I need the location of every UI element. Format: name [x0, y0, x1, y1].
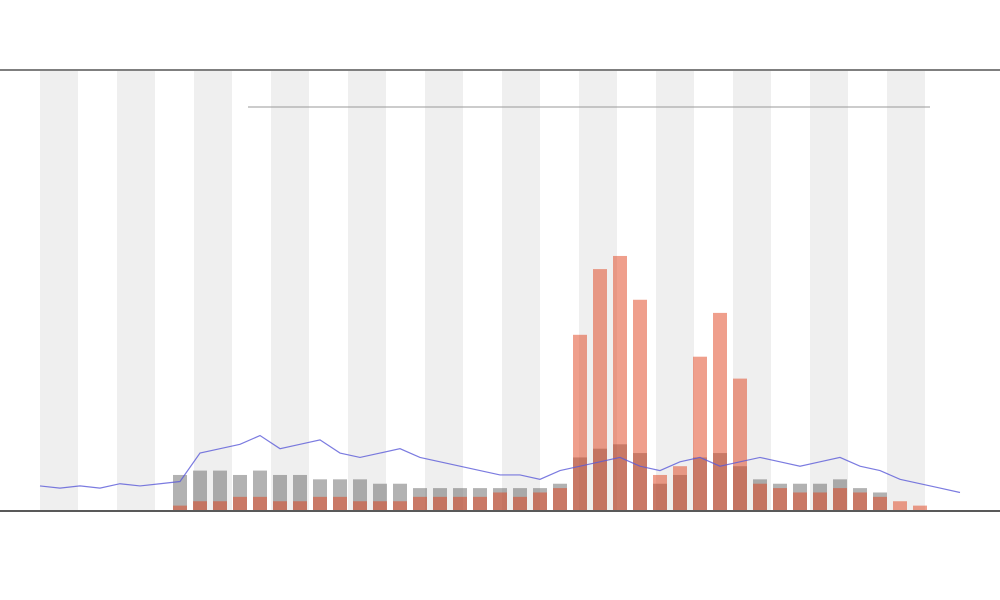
- red-spike: [753, 483, 767, 510]
- red-spike: [213, 501, 227, 510]
- red-spike: [533, 492, 547, 510]
- red-spike: [273, 501, 287, 510]
- red-spike: [193, 501, 207, 510]
- red-spike: [593, 269, 607, 510]
- band: [194, 71, 232, 510]
- red-spike: [373, 501, 387, 510]
- band: [502, 71, 540, 510]
- red-spike: [433, 496, 447, 510]
- gray-spike: [193, 470, 207, 510]
- red-spike: [333, 496, 347, 510]
- red-spike: [793, 492, 807, 510]
- red-spike: [633, 299, 647, 510]
- red-spike: [853, 492, 867, 510]
- blue-line: [39, 434, 961, 494]
- red-spike: [713, 312, 727, 510]
- red-spike: [293, 501, 307, 510]
- red-spike: [573, 334, 587, 510]
- red-spike: [553, 488, 567, 510]
- plot-area: [39, 255, 961, 510]
- band: [425, 71, 463, 510]
- gray-spike: [173, 474, 187, 510]
- red-spike: [653, 474, 667, 510]
- band: [810, 71, 848, 510]
- background-bands: [40, 71, 925, 510]
- red-spike: [693, 356, 707, 510]
- gray-spike: [213, 470, 227, 510]
- band: [271, 71, 309, 510]
- band: [40, 71, 78, 510]
- red-spike: [873, 496, 887, 510]
- red-spike: [253, 496, 267, 510]
- red-spike: [673, 466, 687, 510]
- red-spike: [613, 255, 627, 510]
- red-spike: [813, 492, 827, 510]
- red-spike: [493, 492, 507, 510]
- band: [656, 71, 694, 510]
- red-spike: [513, 496, 527, 510]
- red-spike: [913, 505, 927, 510]
- red-spike: [413, 496, 427, 510]
- band: [887, 71, 925, 510]
- red-spike: [393, 501, 407, 510]
- red-spike: [733, 378, 747, 510]
- red-spike: [773, 488, 787, 510]
- red-spike: [453, 496, 467, 510]
- red-spike: [893, 501, 907, 510]
- red-spike: [473, 496, 487, 510]
- red-spike: [313, 496, 327, 510]
- band: [117, 71, 155, 510]
- band: [348, 71, 386, 510]
- red-spike: [173, 505, 187, 510]
- red-spike: [833, 488, 847, 510]
- red-spike: [353, 501, 367, 510]
- red-spike: [233, 496, 247, 510]
